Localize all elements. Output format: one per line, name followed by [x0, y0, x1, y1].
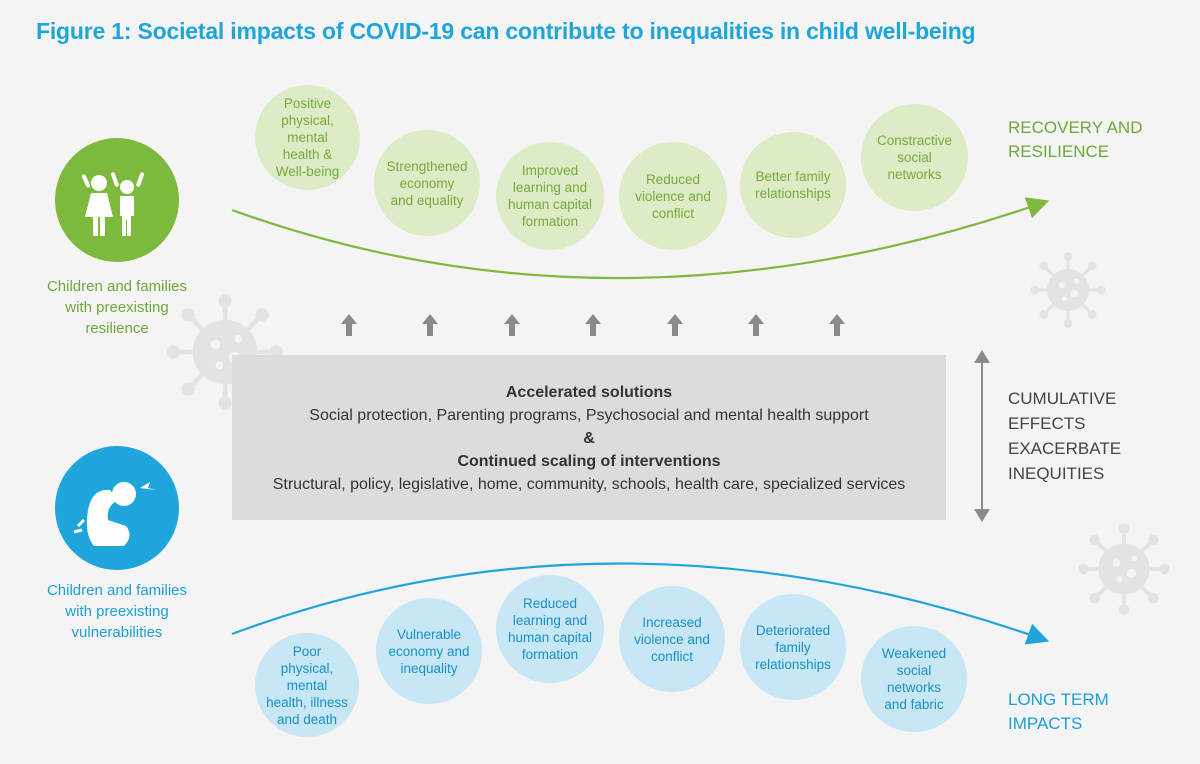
negative-impact-health: Poor physical, mental health, illness an… [255, 633, 359, 737]
positive-impact-social: Constractive social networks [861, 104, 968, 211]
positive-impact-family: Better family relationships [740, 132, 846, 238]
virus-icon [1076, 521, 1172, 617]
scaling-list: Structural, policy, legislative, home, c… [272, 476, 906, 493]
recovery-arrow [231, 197, 1050, 280]
scaling-heading: Continued scaling of interventions [457, 453, 721, 470]
solutions-list: Social protection, Parenting programs, P… [309, 407, 869, 424]
solutions-heading: Accelerated solutions [505, 384, 673, 401]
virus-icon [1028, 250, 1108, 330]
solutions-box: Accelerated solutions Social protection,… [232, 355, 946, 520]
figure-title: Figure 1: Societal impacts of COVID-19 c… [36, 18, 976, 44]
outcome-recovery: RECOVERY AND RESILIENCE [1008, 118, 1143, 161]
positive-impact-economy: Strengthened economy and equality [374, 130, 480, 236]
negative-impact-learning: Reduced learning and human capital forma… [496, 575, 604, 683]
child-crying-icon [55, 446, 179, 570]
negative-impact-violence: Increased violence and conflict [619, 586, 725, 692]
negative-impact-economy: Vulnerable economy and inequality [376, 598, 482, 704]
vulnerability-group-label: Children and families with preexisting v… [46, 582, 188, 641]
long-term-arrow [231, 562, 1050, 645]
positive-impact-learning: Improved learning and human capital form… [496, 142, 604, 250]
outcome-long-term: LONG TERM IMPACTS [1008, 690, 1109, 733]
negative-impact-family: Deteriorated family relationships [740, 594, 846, 700]
ampersand: & [583, 430, 595, 447]
negative-impact-social: Weakened social networks and fabric [861, 626, 967, 732]
positive-impact-health: Positive physical, mental health & Well-… [255, 85, 360, 190]
resilience-group-label: Children and families with preexisting r… [46, 278, 188, 337]
double-arrow [974, 350, 990, 522]
positive-impact-violence: Reduced violence and conflict [619, 142, 727, 250]
children-cheering-icon [55, 138, 179, 262]
cumulative-effects-label: CUMULATIVE EFFECTS EXACERBATE INEQUITIES [1008, 389, 1122, 483]
upward-arrows [341, 314, 845, 336]
